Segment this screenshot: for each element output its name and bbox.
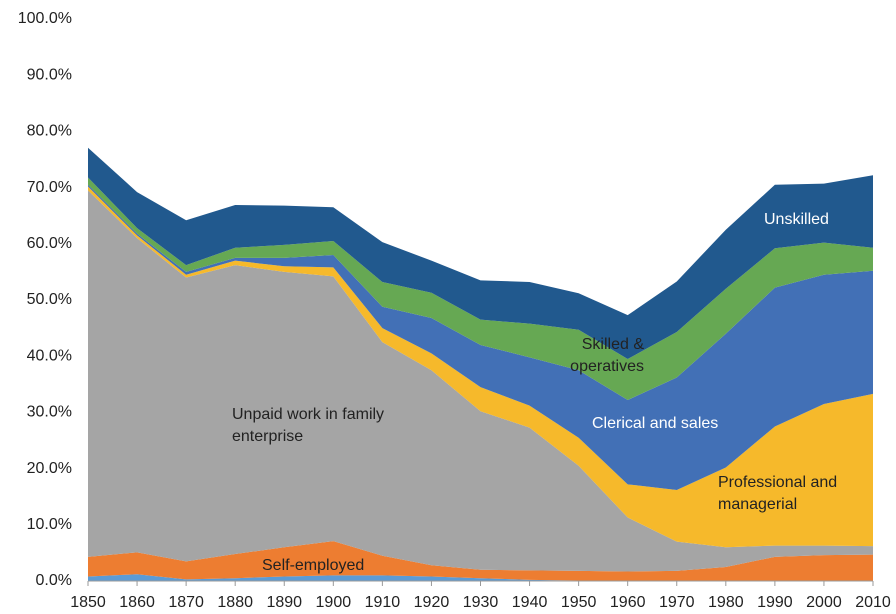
x-tick-label: 1870	[168, 594, 204, 611]
series-label: Skilled & operatives	[570, 336, 644, 375]
y-tick-label: 90.0%	[27, 66, 72, 83]
y-tick-label: 30.0%	[27, 404, 72, 421]
x-tick-label: 2000	[806, 594, 842, 611]
x-tick-label: 1910	[365, 594, 401, 611]
x-tick-label: 1960	[610, 594, 646, 611]
area	[88, 190, 873, 572]
x-tick-label: 1990	[757, 594, 793, 611]
x-tick-label: 1900	[316, 594, 352, 611]
series-label: Clerical and sales	[592, 415, 719, 432]
y-tick-label: 10.0%	[27, 516, 72, 533]
area	[88, 186, 873, 548]
area	[88, 147, 873, 360]
area	[88, 184, 873, 490]
x-tick-label: 2010	[855, 594, 891, 611]
y-tick-label: 50.0%	[27, 291, 72, 308]
x-tick-label: 1920	[414, 594, 450, 611]
series-label: Self-employed	[262, 557, 365, 574]
y-tick-label: 20.0%	[27, 460, 72, 477]
x-tick-label: 1980	[708, 594, 744, 611]
area	[88, 177, 873, 401]
series-label: Unskilled	[764, 211, 829, 228]
x-tick-label: 1930	[463, 594, 499, 611]
x-tick-label: 1850	[70, 594, 106, 611]
x-tick-label: 1940	[512, 594, 548, 611]
y-tick-label: 100.0%	[18, 10, 72, 27]
x-tick-label: 1880	[217, 594, 253, 611]
x-tick-label: 1860	[119, 594, 155, 611]
x-tick-label: 1890	[266, 594, 302, 611]
y-tick-label: 60.0%	[27, 235, 72, 252]
area	[88, 541, 873, 581]
x-tick-label: 1970	[659, 594, 695, 611]
y-tick-label: 80.0%	[27, 123, 72, 140]
y-tick-label: 70.0%	[27, 179, 72, 196]
series-label: Professional and managerial	[718, 474, 838, 513]
y-tick-label: 0.0%	[36, 572, 72, 589]
series-label: Unpaid work in family enterprise	[232, 406, 385, 445]
x-tick-label: 1950	[561, 594, 597, 611]
y-tick-label: 40.0%	[27, 347, 72, 364]
area	[88, 574, 873, 581]
